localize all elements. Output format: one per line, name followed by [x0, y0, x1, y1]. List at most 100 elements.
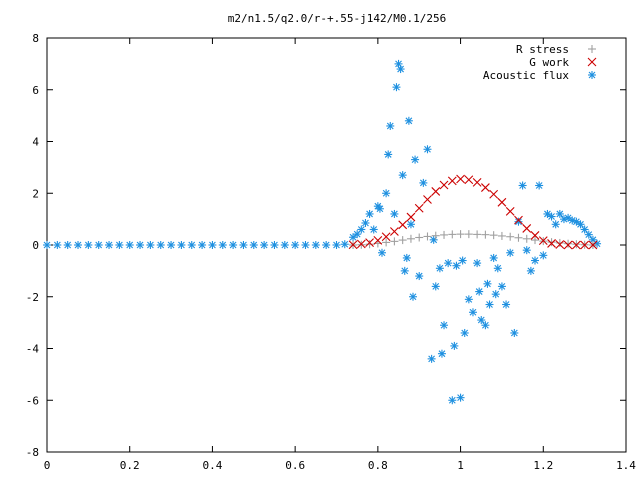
x-tick-label: 0.6: [285, 459, 305, 472]
acoustic-flux-point: [531, 256, 540, 265]
acoustic-flux-point: [332, 241, 341, 249]
acoustic-flux-point: [74, 241, 83, 249]
acoustic-flux-point: [369, 225, 378, 234]
acoustic-flux-point: [444, 259, 453, 268]
acoustic-flux-point: [239, 241, 248, 249]
axes: 0 0.2 0.4 0.6 0.8 1 1.2 1.4 -8 -6 -4 -2 0 2 4 6 8: [26, 32, 637, 472]
acoustic-flux-point: [260, 241, 269, 249]
acoustic-flux-point: [146, 241, 155, 249]
acoustic-flux-point: [518, 181, 527, 190]
y-tick-label: -6: [26, 394, 39, 407]
acoustic-flux-point: [551, 220, 560, 229]
acoustic-flux-point: [526, 266, 535, 275]
acoustic-flux-point: [229, 241, 238, 249]
acoustic-flux-point: [398, 171, 407, 180]
legend-label: G work: [529, 56, 569, 69]
r-stress-point: [497, 231, 506, 240]
acoustic-flux-point: [392, 83, 401, 92]
g-work-point: [373, 235, 383, 245]
acoustic-flux-point: [311, 241, 320, 249]
acoustic-flux-point: [464, 295, 473, 304]
y-tick-label: 0: [32, 239, 39, 252]
acoustic-flux-point: [357, 225, 366, 234]
x-tick-label: 0.4: [202, 459, 222, 472]
g-work-point: [439, 180, 449, 190]
x-tick-label: 0: [44, 459, 51, 472]
acoustic-flux-point: [177, 241, 186, 249]
g-work-point: [456, 174, 465, 184]
acoustic-flux-point: [105, 241, 114, 249]
acoustic-flux-point: [415, 272, 424, 281]
acoustic-flux-point: [156, 241, 165, 249]
acoustic-flux-point: [493, 264, 502, 273]
data-marks: [43, 59, 602, 405]
g-work-point: [365, 238, 374, 248]
acoustic-flux-point: [588, 235, 597, 244]
acoustic-flux-point: [291, 241, 300, 249]
acoustic-flux-point: [136, 241, 145, 249]
acoustic-flux-point: [450, 341, 459, 350]
g-work-point: [555, 240, 565, 249]
acoustic-flux-point: [539, 251, 548, 260]
acoustic-flux-point: [404, 116, 413, 125]
legend-marker: [588, 71, 596, 79]
acoustic-flux-point: [555, 209, 564, 218]
x-tick-label: 0.8: [368, 459, 388, 472]
acoustic-flux-point: [497, 282, 506, 291]
acoustic-flux-point: [198, 241, 207, 249]
acoustic-flux-point: [564, 213, 573, 222]
acoustic-flux-point: [270, 241, 279, 249]
acoustic-flux-point: [481, 321, 490, 330]
x-tick-label: 1: [457, 459, 464, 472]
acoustic-flux-point: [460, 328, 469, 337]
acoustic-flux-point: [411, 155, 420, 164]
g-work-point: [431, 187, 441, 196]
acoustic-flux-point: [485, 300, 494, 309]
acoustic-flux-point: [448, 396, 457, 405]
acoustic-flux-point: [322, 241, 331, 249]
r-stress-point: [390, 237, 399, 246]
acoustic-flux-point: [84, 241, 93, 249]
acoustic-flux-point: [218, 241, 227, 249]
acoustic-flux-point: [208, 241, 217, 249]
acoustic-flux-point: [365, 209, 374, 218]
r-stress-point: [547, 238, 556, 247]
r-stress-point: [473, 230, 482, 239]
r-stress-point: [464, 230, 473, 239]
r-stress-point: [489, 231, 498, 240]
acoustic-flux-point: [489, 253, 498, 262]
r-stress-point: [522, 234, 531, 243]
y-tick-label: 8: [32, 32, 39, 45]
g-work-point: [514, 215, 523, 225]
acoustic-flux-point: [280, 241, 289, 249]
r-stress-point: [415, 233, 424, 242]
g-work-point: [398, 220, 408, 230]
r-stress-point: [506, 232, 515, 241]
r-stress-point: [398, 236, 407, 245]
acoustic-flux-point: [473, 259, 482, 268]
acoustic-flux-point: [187, 241, 196, 249]
acoustic-flux-point: [396, 65, 405, 74]
g-work-point: [348, 240, 358, 250]
acoustic-flux-point: [301, 241, 310, 249]
acoustic-flux-point: [468, 308, 477, 317]
acoustic-flux-point: [390, 209, 399, 218]
g-work-point: [381, 232, 391, 242]
r-stress-point: [456, 230, 465, 239]
acoustic-flux-point: [559, 215, 568, 224]
acoustic-flux-point: [435, 264, 444, 273]
acoustic-flux-point: [429, 235, 438, 244]
g-work-point: [580, 240, 590, 250]
acoustic-flux-point: [568, 216, 577, 225]
acoustic-flux-point: [584, 230, 593, 239]
acoustic-flux-point: [543, 209, 552, 218]
g-work-point: [414, 203, 424, 213]
acoustic-flux-point: [456, 393, 465, 402]
x-tick-label: 1.2: [533, 459, 553, 472]
chart-title: m2/n1.5/q2.0/r-+.55-j142/M0.1/256: [228, 12, 447, 25]
r-stress-point: [365, 240, 374, 249]
r-stress-point: [555, 238, 564, 247]
acoustic-flux-point: [510, 328, 519, 337]
acoustic-flux-point: [502, 300, 511, 309]
